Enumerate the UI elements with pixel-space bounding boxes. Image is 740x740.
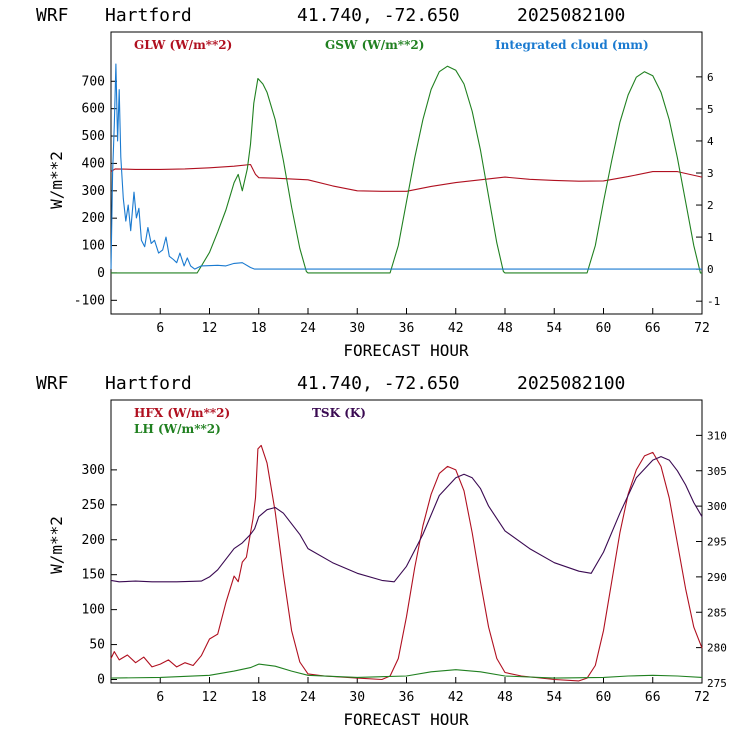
- top-title-model: WRF: [36, 5, 69, 26]
- x-tick-label: 66: [645, 690, 661, 705]
- bottom-y-ticks: 0 50 100 150 200 250 300: [82, 463, 117, 688]
- y-tick-label: 0: [97, 673, 105, 688]
- x-tick-label: 48: [497, 321, 513, 336]
- y2-tick-label: 290: [707, 571, 727, 584]
- x-tick-label: 36: [399, 690, 415, 705]
- series-line-hfx: [110, 444, 703, 682]
- top-title-run: 2025082100: [517, 5, 625, 26]
- x-tick-label: 30: [349, 321, 365, 336]
- x-tick-label: 48: [497, 690, 513, 705]
- y-tick-label: 700: [82, 74, 105, 89]
- y2-tick-label: 4: [707, 135, 714, 148]
- series-line-gsw: [111, 65, 702, 274]
- x-tick-label: 30: [349, 690, 365, 705]
- bottom-title-run: 2025082100: [517, 373, 625, 394]
- y2-tick-label: 300: [707, 500, 727, 513]
- x-tick-label: 24: [300, 690, 316, 705]
- top-panel: 6 12 18 24 30 36 42 48 54 60 66 72 -100010020030040…: [47, 31, 720, 360]
- bottom-title-station: Hartford: [105, 373, 192, 394]
- top-x-axis-label: FORECAST HOUR: [343, 341, 469, 360]
- y-tick-label: 150: [82, 568, 105, 583]
- x-tick-label: 12: [202, 690, 218, 705]
- x-tick-label: 66: [645, 321, 661, 336]
- bottom-x-ticks: 6 12 18 24 30 36 42 48 54 60 66 72: [156, 677, 710, 705]
- y-tick-label: 100: [82, 239, 105, 254]
- bottom-title-model: WRF: [36, 373, 69, 394]
- y2-tick-label: 1: [707, 231, 714, 244]
- series-line-integrated: [110, 63, 702, 270]
- legend-lh: LH (W/m**2): [134, 422, 221, 436]
- x-tick-label: 6: [156, 321, 164, 336]
- y2-tick-label: 5: [707, 103, 714, 116]
- y2-tick-label: 310: [707, 429, 727, 442]
- top-plot-frame: [110, 31, 703, 315]
- y-tick-label: 50: [89, 638, 105, 653]
- bottom-series-lines: [110, 444, 703, 682]
- legend-hfx: HFX (W/m**2): [134, 406, 230, 420]
- top-y-axis-label: W/m**2: [47, 151, 66, 209]
- x-tick-label: 18: [251, 690, 267, 705]
- y2-tick-label: 305: [707, 465, 727, 478]
- y-tick-label: -100: [74, 293, 105, 308]
- top-y-ticks: -100 0 100 200 300 400 500 600 700: [74, 74, 117, 308]
- x-tick-label: 72: [694, 321, 710, 336]
- x-tick-label: 54: [546, 321, 562, 336]
- y-tick-label: 600: [82, 102, 105, 117]
- y2-tick-label: 2: [707, 199, 714, 212]
- y-tick-label: 0: [97, 266, 105, 281]
- y2-tick-label: 0: [707, 263, 714, 276]
- x-tick-label: 54: [546, 690, 562, 705]
- x-tick-label: 60: [596, 690, 612, 705]
- y2-tick-label: 275: [707, 677, 727, 690]
- bottom-title-coords: 41.740, -72.650: [297, 373, 460, 394]
- bottom-y-axis-label: W/m**2: [47, 516, 66, 574]
- top-x-ticks: 6 12 18 24 30 36 42 48 54 60 66 72: [156, 308, 710, 336]
- y-tick-label: 400: [82, 156, 105, 171]
- bottom-panel: 6 12 18 24 30 36 42 48 54 60 66 72 0 50 100 150 200 250 3…: [47, 399, 727, 729]
- x-tick-label: 6: [156, 690, 164, 705]
- y-tick-label: 300: [82, 463, 105, 478]
- legend-gsw: GSW (W/m**2): [325, 38, 424, 52]
- y-tick-label: 500: [82, 129, 105, 144]
- series-line-glw: [110, 163, 703, 192]
- x-tick-label: 60: [596, 321, 612, 336]
- x-tick-label: 12: [202, 321, 218, 336]
- bottom-plot-frame: [110, 399, 703, 684]
- x-tick-label: 42: [448, 321, 464, 336]
- legend-tsk: TSK (K): [312, 406, 366, 420]
- bottom-y2-ticks: 275 280 285 290 295 300 305 310: [696, 429, 727, 690]
- x-tick-label: 18: [251, 321, 267, 336]
- y-tick-label: 200: [82, 533, 105, 548]
- bottom-x-axis-label: FORECAST HOUR: [343, 710, 469, 729]
- x-tick-label: 24: [300, 321, 316, 336]
- top-y2-ticks: -1 0 1 2 3 4 5 6: [696, 71, 720, 308]
- y2-tick-label: 280: [707, 642, 727, 655]
- y-tick-label: 200: [82, 211, 105, 226]
- y-tick-label: 300: [82, 184, 105, 199]
- legend-glw: GLW (W/m**2): [134, 38, 232, 52]
- top-title-station: Hartford: [105, 5, 192, 26]
- top-title-coords: 41.740, -72.650: [297, 5, 460, 26]
- x-tick-label: 72: [694, 690, 710, 705]
- y-tick-label: 250: [82, 498, 105, 513]
- y2-tick-label: 295: [707, 536, 727, 549]
- y2-tick-label: 3: [707, 167, 714, 180]
- series-line-lh: [110, 663, 703, 679]
- y-tick-label: 100: [82, 603, 105, 618]
- y2-tick-label: 6: [707, 71, 714, 84]
- top-series-lines: [110, 63, 703, 274]
- series-line-tsk: [110, 456, 703, 583]
- x-tick-label: 42: [448, 690, 464, 705]
- legend-integrated-cloud: Integrated cloud (mm): [495, 38, 649, 52]
- y2-tick-label: 285: [707, 606, 727, 619]
- x-tick-label: 36: [399, 321, 415, 336]
- y2-tick-label: -1: [707, 295, 720, 308]
